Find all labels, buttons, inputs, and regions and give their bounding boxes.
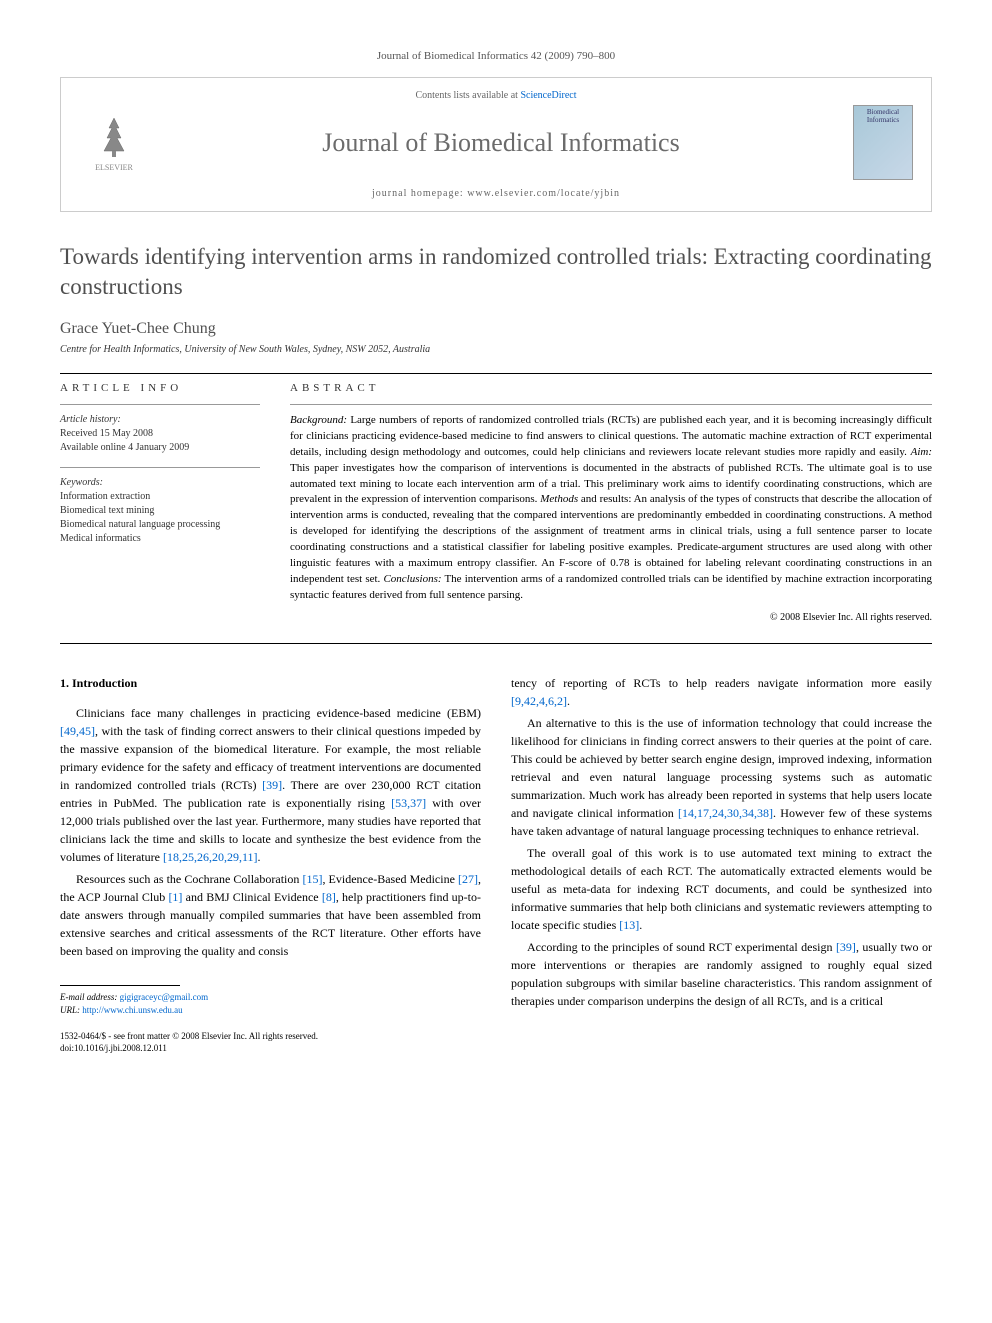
contents-prefix: Contents lists available at xyxy=(415,90,520,101)
body-columns: 1. Introduction Clinicians face many cha… xyxy=(60,674,932,1055)
copyright-footer: 1532-0464/$ - see front matter © 2008 El… xyxy=(60,1031,481,1054)
journal-title-row: ELSEVIER Journal of Biomedical Informati… xyxy=(79,105,913,180)
copyright-line: 1532-0464/$ - see front matter © 2008 El… xyxy=(60,1031,481,1043)
running-head: Journal of Biomedical Informatics 42 (20… xyxy=(60,50,932,62)
aim-label: Aim: xyxy=(911,446,932,458)
page-container: Journal of Biomedical Informatics 42 (20… xyxy=(0,0,992,1085)
doi-line: doi:10.1016/j.jbi.2008.12.011 xyxy=(60,1043,481,1055)
keywords-block: Keywords: Information extraction Biomedi… xyxy=(60,476,260,546)
citation-link[interactable]: [14,17,24,30,34,38] xyxy=(678,806,773,820)
citation-link[interactable]: [39] xyxy=(262,778,282,792)
methods-label: Methods xyxy=(540,493,578,505)
divider-bottom xyxy=(60,643,932,644)
body-paragraph: An alternative to this is the use of inf… xyxy=(511,714,932,840)
journal-header-box: Contents lists available at ScienceDirec… xyxy=(60,77,932,212)
contents-line: Contents lists available at ScienceDirec… xyxy=(79,90,913,101)
abstract-copyright: © 2008 Elsevier Inc. All rights reserved… xyxy=(290,612,932,623)
methods-suffix: and results: xyxy=(578,493,631,505)
body-text: . xyxy=(639,918,642,932)
email-line: E-mail address: gigigraceyc@gmail.com xyxy=(60,991,481,1004)
abstract-text: Background: Large numbers of reports of … xyxy=(290,413,932,604)
author-name: Grace Yuet-Chee Chung xyxy=(60,320,932,338)
footer-block: E-mail address: gigigraceyc@gmail.com UR… xyxy=(60,985,481,1016)
journal-cover-thumbnail: Biomedical Informatics xyxy=(853,105,913,180)
abstract-divider xyxy=(290,404,932,405)
keyword-item: Medical informatics xyxy=(60,532,260,546)
article-info-heading: ARTICLE INFO xyxy=(60,382,260,394)
body-text: tency of reporting of RCTs to help reade… xyxy=(511,676,932,690)
keyword-item: Information extraction xyxy=(60,490,260,504)
conclusions-label: Conclusions: xyxy=(383,573,441,585)
url-link[interactable]: http://www.chi.unsw.edu.au xyxy=(82,1005,182,1015)
received-date: Received 15 May 2008 xyxy=(60,427,260,441)
url-label: URL: xyxy=(60,1005,80,1015)
email-label: E-mail address: xyxy=(60,992,117,1002)
body-text: Clinicians face many challenges in pract… xyxy=(76,706,481,720)
body-text: Resources such as the Cochrane Collabora… xyxy=(76,872,302,886)
body-text: According to the principles of sound RCT… xyxy=(527,940,836,954)
url-line: URL: http://www.chi.unsw.edu.au xyxy=(60,1004,481,1017)
journal-name: Journal of Biomedical Informatics xyxy=(159,128,843,158)
citation-link[interactable]: [27] xyxy=(458,872,478,886)
info-divider-1 xyxy=(60,404,260,405)
history-label: Article history: xyxy=(60,413,260,427)
elsevier-tree-icon xyxy=(89,113,139,163)
body-paragraph: Resources such as the Cochrane Collabora… xyxy=(60,870,481,960)
body-text: and BMJ Clinical Evidence xyxy=(182,890,321,904)
body-paragraph: Clinicians face many challenges in pract… xyxy=(60,704,481,866)
body-text: The overall goal of this work is to use … xyxy=(511,846,932,932)
abstract-column: ABSTRACT Background: Large numbers of re… xyxy=(290,382,932,623)
section-title: Introduction xyxy=(72,676,137,690)
body-text: An alternative to this is the use of inf… xyxy=(511,716,932,820)
body-paragraph-continuation: tency of reporting of RCTs to help reade… xyxy=(511,674,932,710)
citation-link[interactable]: [9,42,4,6,2] xyxy=(511,694,567,708)
citation-link[interactable]: [8] xyxy=(322,890,336,904)
background-text: Large numbers of reports of randomized c… xyxy=(290,414,932,458)
citation-link[interactable]: [49,45] xyxy=(60,724,95,738)
info-abstract-row: ARTICLE INFO Article history: Received 1… xyxy=(60,382,932,623)
citation-link[interactable]: [53,37] xyxy=(391,796,426,810)
citation-link[interactable]: [18,25,26,20,29,11] xyxy=(163,850,258,864)
elsevier-label: ELSEVIER xyxy=(95,163,133,172)
citation-link[interactable]: [39] xyxy=(836,940,856,954)
sciencedirect-link[interactable]: ScienceDirect xyxy=(520,90,576,101)
body-text: . xyxy=(258,850,261,864)
body-paragraph: The overall goal of this work is to use … xyxy=(511,844,932,934)
journal-homepage: journal homepage: www.elsevier.com/locat… xyxy=(79,188,913,199)
article-title: Towards identifying intervention arms in… xyxy=(60,242,932,302)
section-heading: 1. Introduction xyxy=(60,674,481,692)
article-history-block: Article history: Received 15 May 2008 Av… xyxy=(60,413,260,455)
cover-text: Biomedical Informatics xyxy=(867,108,899,124)
available-date: Available online 4 January 2009 xyxy=(60,441,260,455)
body-text: . xyxy=(567,694,570,708)
body-column-right: tency of reporting of RCTs to help reade… xyxy=(511,674,932,1055)
author-affiliation: Centre for Health Informatics, Universit… xyxy=(60,344,932,355)
body-column-left: 1. Introduction Clinicians face many cha… xyxy=(60,674,481,1055)
abstract-heading: ABSTRACT xyxy=(290,382,932,394)
citation-link[interactable]: [13] xyxy=(619,918,639,932)
divider-top xyxy=(60,373,932,374)
footer-divider xyxy=(60,985,180,986)
article-info-column: ARTICLE INFO Article history: Received 1… xyxy=(60,382,260,623)
elsevier-logo: ELSEVIER xyxy=(79,108,149,178)
section-number: 1. xyxy=(60,676,69,690)
keyword-item: Biomedical text mining xyxy=(60,504,260,518)
background-label: Background: xyxy=(290,414,347,426)
keyword-item: Biomedical natural language processing xyxy=(60,518,260,532)
keywords-label: Keywords: xyxy=(60,476,260,490)
citation-link[interactable]: [1] xyxy=(168,890,182,904)
methods-text: An analysis of the types of constructs t… xyxy=(290,493,932,585)
body-text: , Evidence-Based Medicine xyxy=(322,872,458,886)
citation-link[interactable]: [15] xyxy=(302,872,322,886)
body-paragraph: According to the principles of sound RCT… xyxy=(511,938,932,1010)
email-link[interactable]: gigigraceyc@gmail.com xyxy=(120,992,209,1002)
info-divider-2 xyxy=(60,467,260,468)
